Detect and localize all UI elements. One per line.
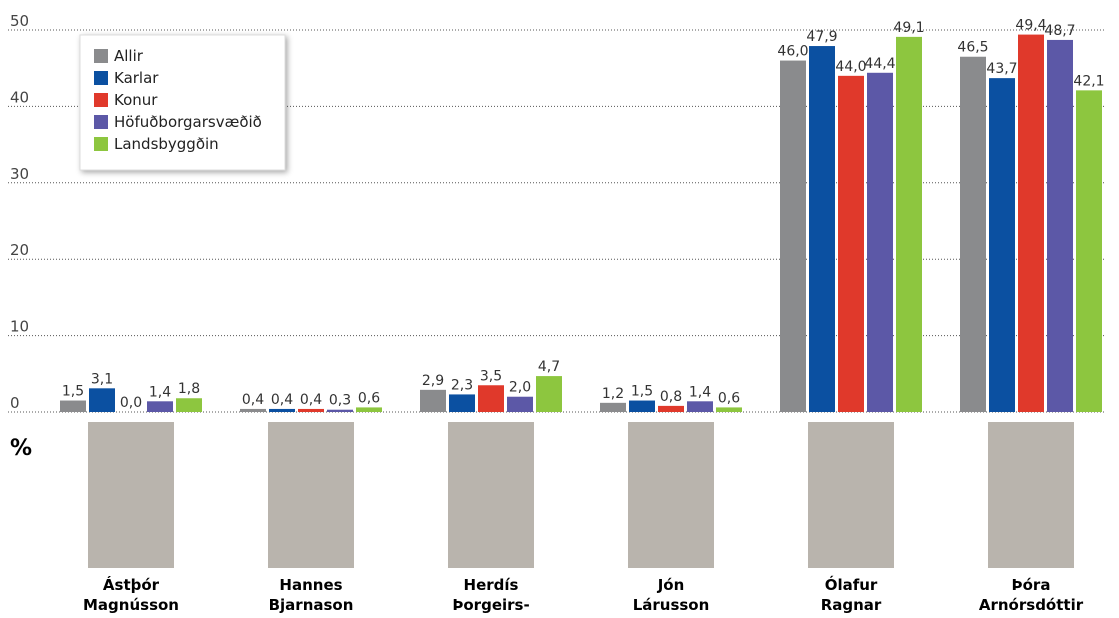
legend-swatch — [94, 137, 108, 151]
bar — [896, 36, 922, 412]
x-tick-label: Ragnar — [821, 596, 882, 614]
value-label: 0,8 — [660, 389, 682, 405]
value-label: 0,4 — [300, 392, 322, 408]
bar — [838, 75, 864, 412]
y-tick-label: 50 — [10, 12, 29, 30]
x-tick-label: Ólafur — [825, 575, 878, 594]
bar — [960, 56, 986, 413]
value-label: 0,6 — [358, 390, 380, 406]
value-label: 4,7 — [538, 359, 560, 375]
bar — [716, 407, 742, 412]
value-label: 3,5 — [480, 368, 502, 384]
value-label: 1,5 — [631, 384, 653, 400]
legend: Allir Karlar Konur Höfuðborgarsvæðið Landsby… — [79, 34, 286, 171]
bar — [600, 402, 626, 412]
value-label: 0,3 — [329, 393, 351, 409]
bar — [356, 407, 382, 412]
value-label: 48,7 — [1044, 23, 1075, 39]
candidate-photo — [448, 422, 534, 568]
value-label: 49,4 — [1015, 18, 1046, 34]
x-tick-label: Ástþór — [103, 575, 160, 594]
legend-swatch — [94, 93, 108, 107]
bar — [867, 72, 893, 412]
bar — [507, 396, 533, 412]
y-tick-label: 20 — [10, 241, 29, 259]
candidate-photo — [808, 422, 894, 568]
value-label: 46,0 — [777, 44, 808, 60]
bar — [536, 376, 562, 412]
bar — [687, 401, 713, 412]
value-label: 43,7 — [986, 61, 1017, 77]
value-label: 2,0 — [509, 380, 531, 396]
unit-label: % — [10, 436, 32, 461]
value-label: 1,8 — [178, 381, 200, 397]
bar — [658, 405, 684, 412]
x-tick-label: Jón — [657, 576, 685, 594]
bar — [147, 401, 173, 412]
bar — [1047, 39, 1073, 412]
legend-label: Landsbyggðin — [114, 135, 219, 153]
value-label: 1,2 — [602, 386, 624, 402]
bar — [176, 398, 202, 412]
x-tick-label: Magnússon — [83, 596, 179, 614]
bar — [420, 389, 446, 412]
y-tick-label: 30 — [10, 165, 29, 183]
y-tick-label: 0 — [10, 394, 20, 412]
legend-box — [79, 34, 286, 171]
bar — [269, 408, 295, 412]
value-label: 42,1 — [1073, 73, 1104, 89]
value-label: 49,1 — [893, 20, 924, 36]
value-label: 44,4 — [864, 56, 895, 72]
bar — [809, 46, 835, 412]
x-tick-label: Bjarnason — [269, 596, 354, 614]
value-label: 44,0 — [835, 59, 866, 75]
x-tick-label: Þorgeirs- — [452, 596, 529, 614]
value-label: 1,4 — [689, 384, 711, 400]
legend-label: Karlar — [114, 69, 159, 87]
bar — [89, 388, 115, 412]
candidate-photo — [88, 422, 174, 568]
value-label: 2,3 — [451, 377, 473, 393]
x-tick-label: Herdís — [464, 576, 519, 594]
value-label: 1,5 — [62, 384, 84, 400]
x-tick-label: Hannes — [279, 576, 342, 594]
bar — [478, 385, 504, 412]
value-label: 46,5 — [957, 40, 988, 56]
value-label: 0,6 — [718, 390, 740, 406]
y-tick-label: 40 — [10, 88, 29, 106]
legend-label: Höfuðborgarsvæðið — [114, 113, 262, 131]
candidate-photo — [988, 422, 1074, 568]
bar — [1076, 90, 1102, 412]
value-label: 0,4 — [271, 392, 293, 408]
legend-swatch — [94, 49, 108, 63]
x-tick-label: Þóra — [1012, 576, 1051, 594]
legend-swatch — [94, 71, 108, 85]
bar — [298, 408, 324, 412]
bar — [780, 60, 806, 413]
value-label: 0,0 — [120, 395, 142, 411]
candidate-photo — [268, 422, 354, 568]
value-label: 2,9 — [422, 373, 444, 389]
y-tick-label: 10 — [10, 318, 29, 336]
value-label: 47,9 — [806, 29, 837, 45]
legend-label: Konur — [114, 91, 158, 109]
bar — [327, 409, 353, 412]
bar — [449, 394, 475, 412]
value-label: 1,4 — [149, 384, 171, 400]
candidate-photo — [628, 422, 714, 568]
x-tick-label: Lárusson — [633, 596, 710, 614]
legend-swatch — [94, 115, 108, 129]
bar — [240, 408, 266, 412]
bar — [60, 400, 86, 412]
bar — [629, 400, 655, 412]
value-label: 0,4 — [242, 392, 264, 408]
legend-label: Allir — [114, 47, 144, 65]
bar — [1018, 34, 1044, 413]
x-tick-label: Arnórsdóttir — [979, 596, 1084, 614]
bar — [989, 78, 1015, 413]
value-label: 3,1 — [91, 371, 113, 387]
